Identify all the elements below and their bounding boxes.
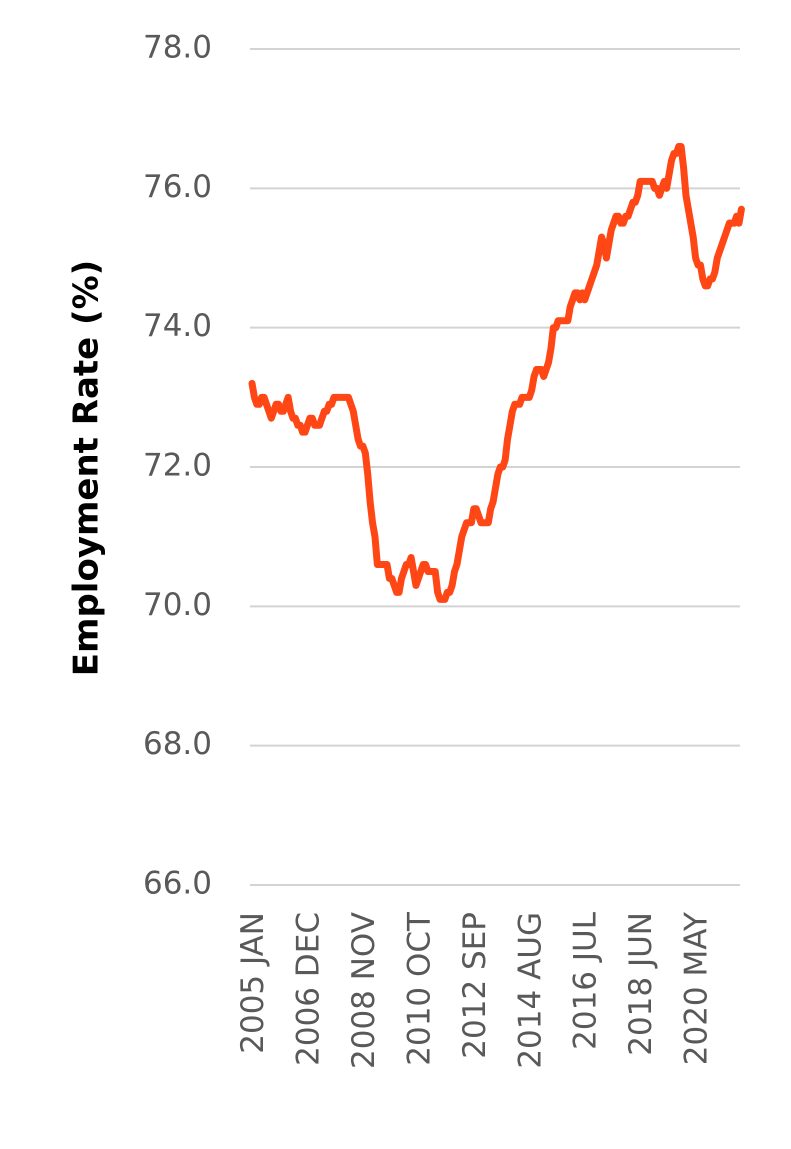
y-tick-label: 78.0 (143, 30, 212, 66)
y-tick-label: 76.0 (143, 169, 212, 205)
x-tick-label: 2005 JAN (235, 912, 271, 1054)
x-tick-label: 2020 MAY (679, 912, 715, 1065)
y-tick-label: 74.0 (143, 308, 212, 344)
x-tick-label: 2006 DEC (290, 912, 326, 1066)
y-tick-label: 72.0 (143, 448, 212, 484)
y-tick-label: 66.0 (143, 866, 212, 902)
y-tick-label: 68.0 (143, 726, 212, 762)
x-tick-label: 2014 AUG (512, 912, 548, 1069)
x-tick-label: 2018 JUN (623, 912, 659, 1056)
x-tick-label: 2010 OCT (401, 911, 437, 1066)
y-axis-label: Employment Rate (%) (67, 260, 107, 676)
x-tick-label: 2008 NOV (346, 912, 382, 1069)
x-tick-label: 2012 SEP (457, 912, 493, 1059)
line (248, 143, 745, 603)
y-tick-label: 70.0 (143, 587, 212, 623)
x-tick-label: 2016 JUL (568, 911, 604, 1050)
